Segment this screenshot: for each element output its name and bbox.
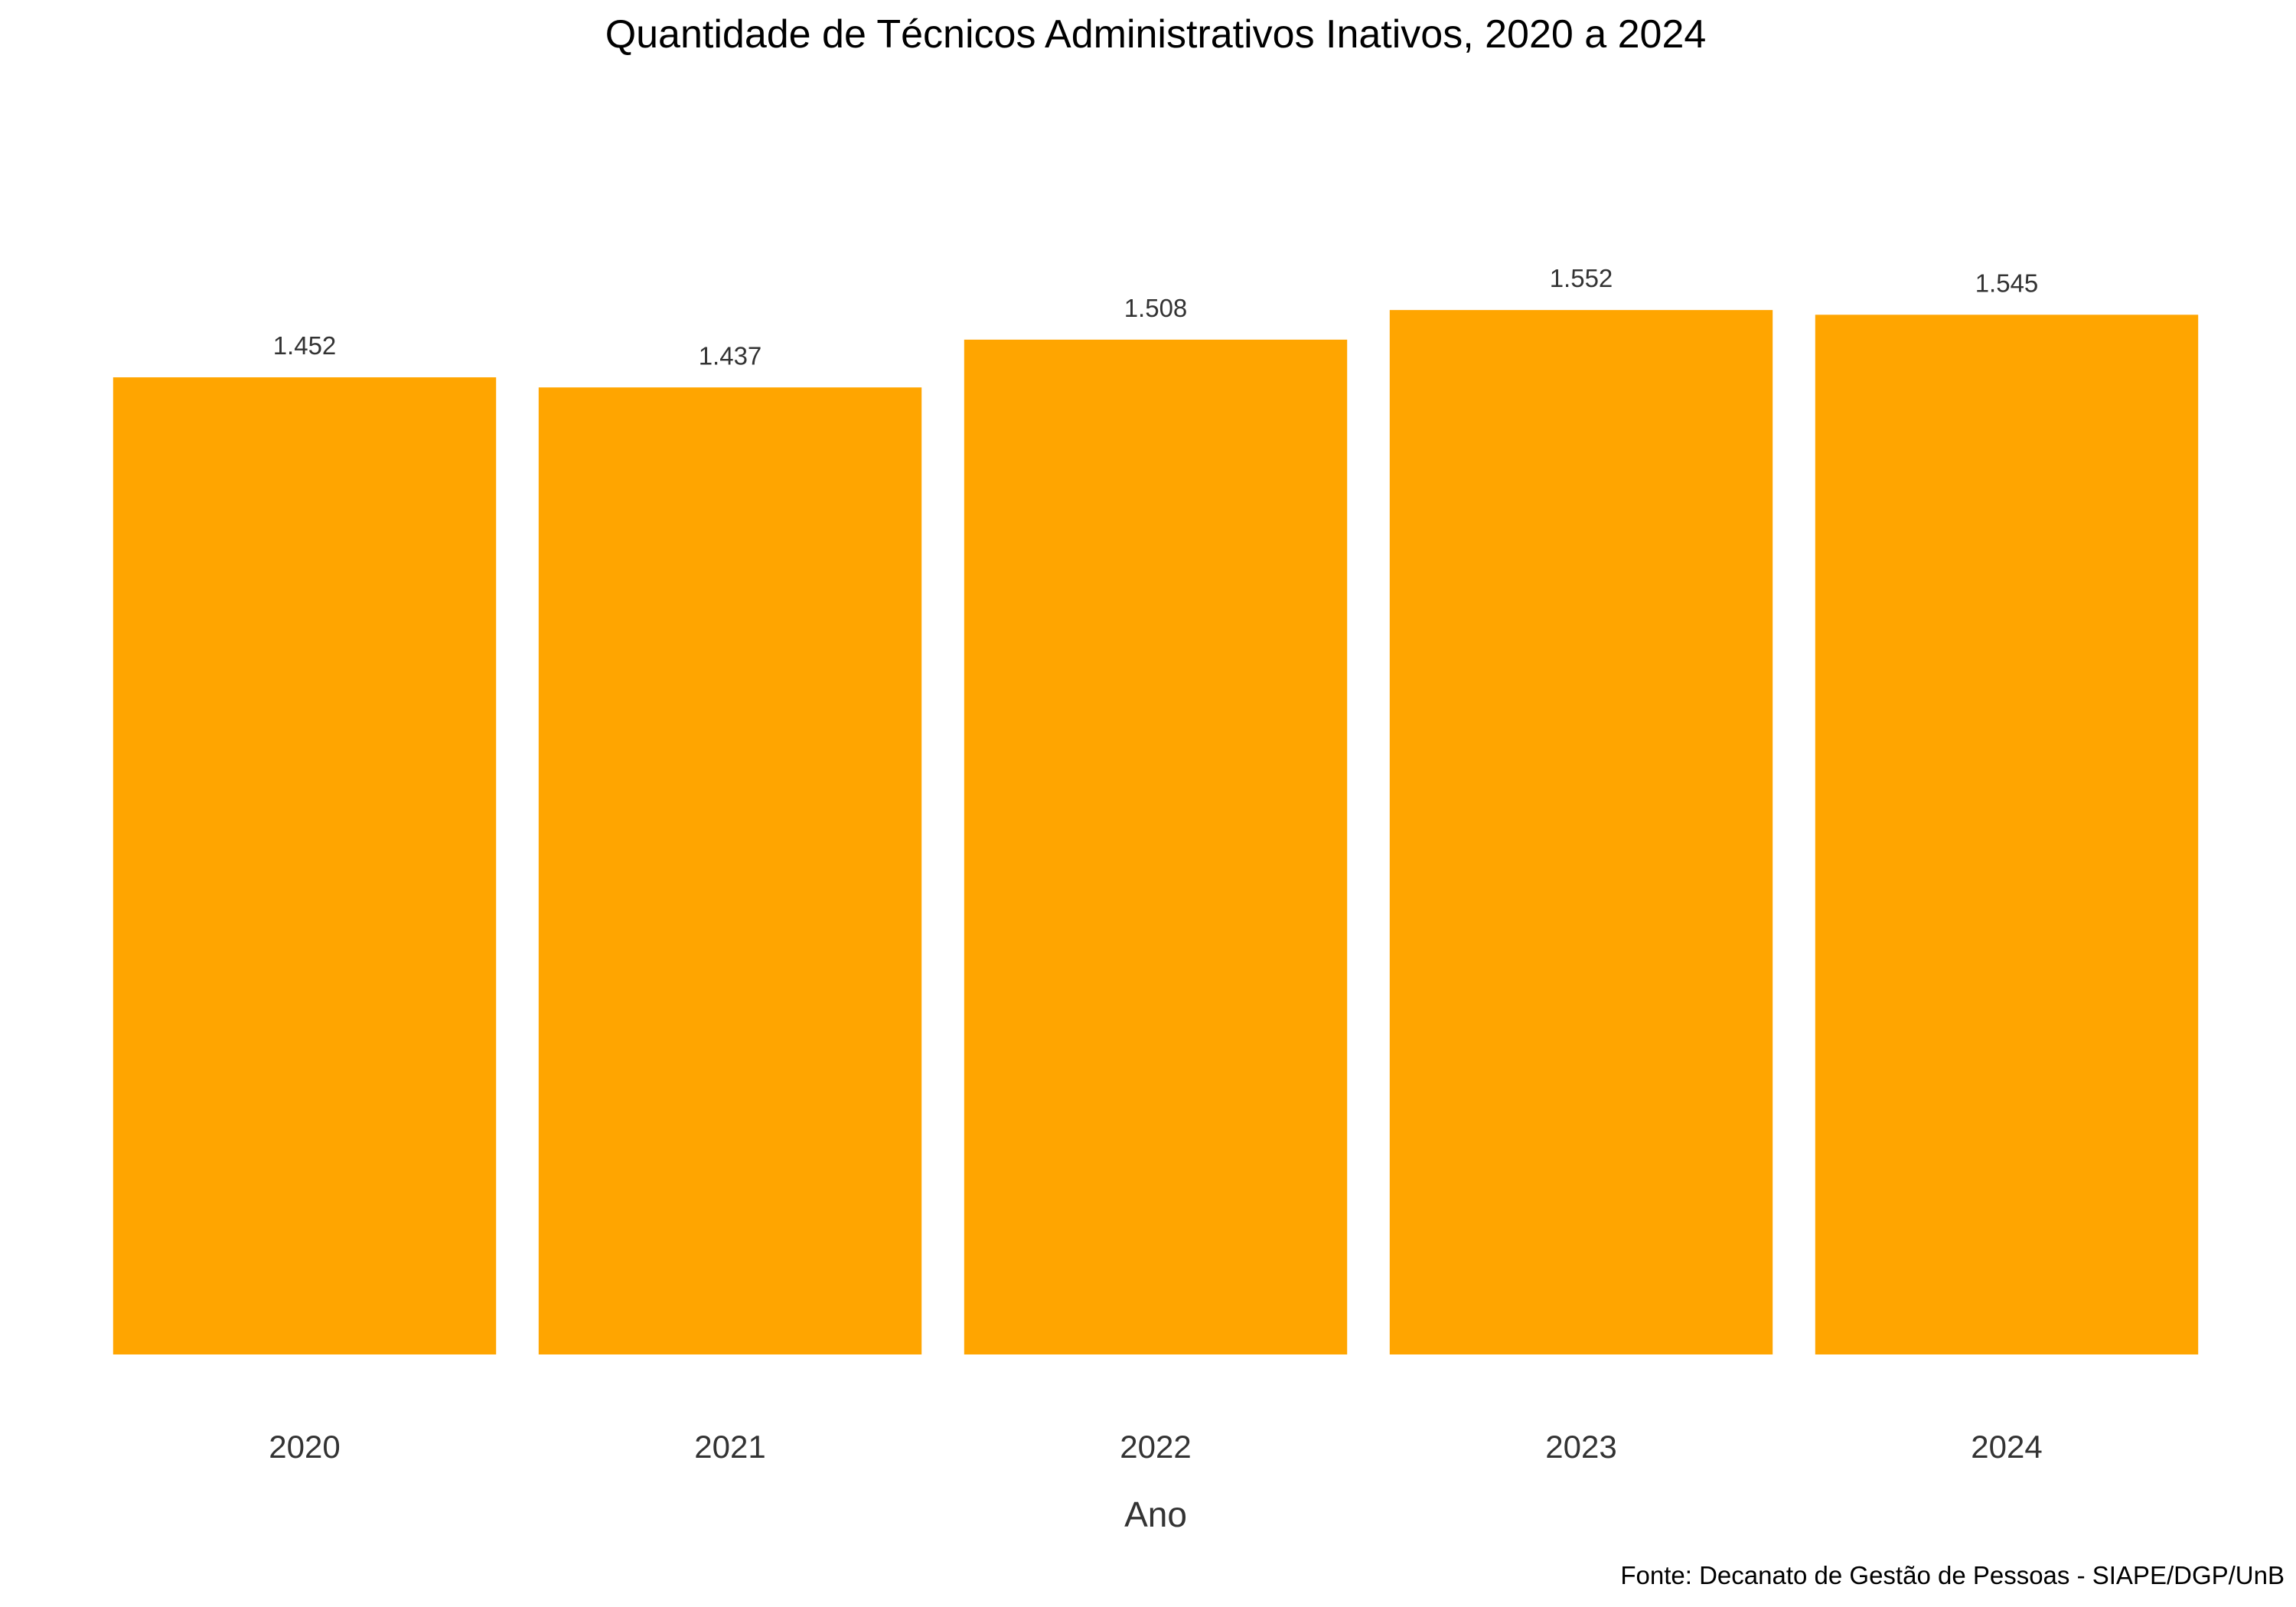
- chart-title: Quantidade de Técnicos Administrativos I…: [605, 12, 1707, 57]
- x-axis-title: Ano: [1124, 1495, 1187, 1534]
- x-tick-label-2021: 2021: [694, 1429, 765, 1465]
- plot-area: 1.452 2020 1.437 2021 1.508 2022 1.552 2023 1.54…: [113, 264, 2199, 1465]
- data-label-2020: 1.452: [273, 331, 337, 360]
- x-tick-label-2022: 2022: [1120, 1429, 1191, 1465]
- bar-2021: [538, 387, 922, 1355]
- x-tick-label-2020: 2020: [269, 1429, 340, 1465]
- bar-2024: [1815, 315, 2199, 1354]
- data-label-2022: 1.508: [1124, 294, 1188, 322]
- bar-2023: [1389, 310, 1773, 1354]
- bar-2022: [964, 339, 1348, 1354]
- source-caption: Fonte: Decanato de Gestão de Pessoas - S…: [1620, 1561, 2285, 1589]
- x-tick-label-2023: 2023: [1545, 1429, 1616, 1465]
- data-label-2024: 1.545: [1975, 269, 2039, 297]
- x-tick-label-2024: 2024: [1971, 1429, 2042, 1465]
- bar-2020: [113, 377, 497, 1354]
- data-label-2021: 1.437: [699, 341, 762, 370]
- data-label-2023: 1.552: [1550, 264, 1613, 292]
